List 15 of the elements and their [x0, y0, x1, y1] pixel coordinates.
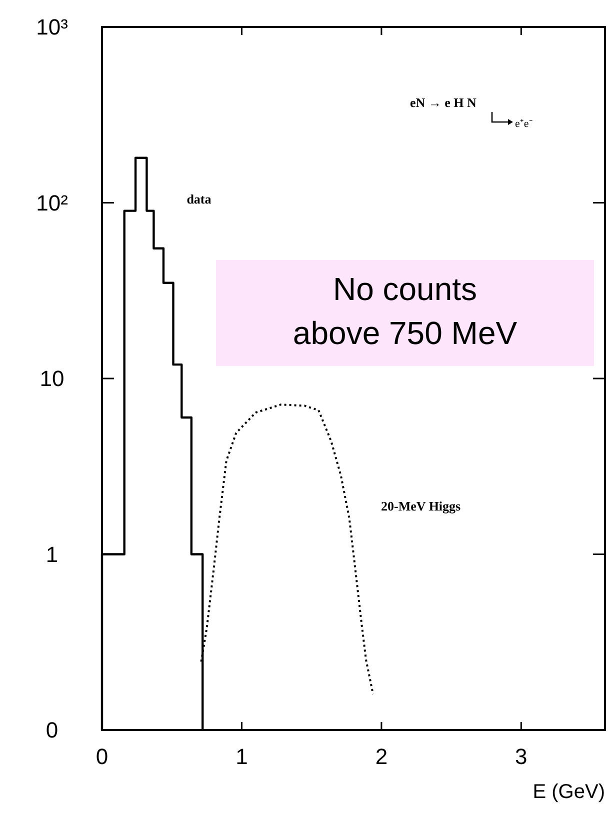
text: data: [186, 192, 212, 207]
y-tick-label: 10²: [36, 190, 68, 216]
annotation: e⁺e⁻: [515, 118, 533, 130]
y-tick-label: 1: [46, 542, 58, 567]
annotation: No counts above 750 MeV: [292, 271, 518, 351]
y-tick-label: 10³: [36, 14, 68, 40]
y-tick-label: 10: [40, 366, 64, 392]
x-axis-title: E (GeV): [532, 781, 605, 803]
x-tick-label: 0: [96, 744, 108, 769]
x-tick-label: 2: [375, 744, 388, 769]
annotation: eN → e H N: [410, 95, 478, 110]
text: 20-MeV Higgs: [381, 498, 461, 514]
x-tick-label: 1: [236, 744, 248, 769]
x-tick-label: 3: [515, 744, 528, 769]
y-tick-label: 0: [46, 718, 58, 743]
